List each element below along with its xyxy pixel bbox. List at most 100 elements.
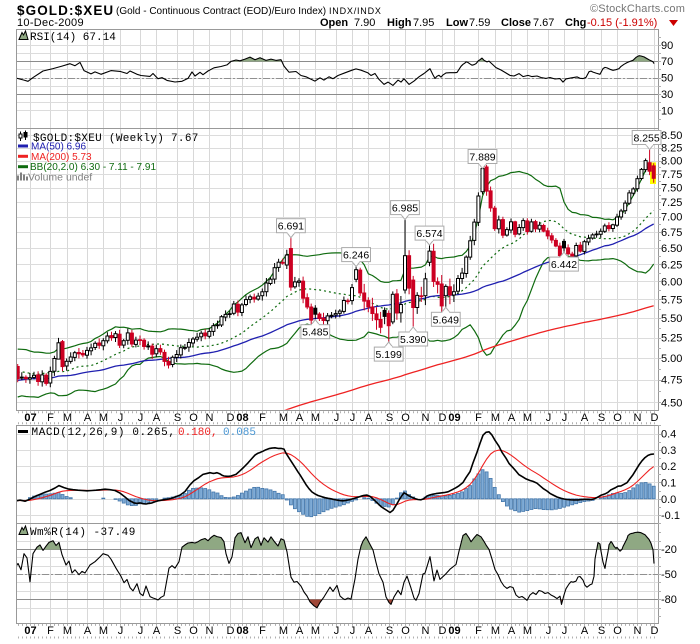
svg-text:D: D <box>651 625 659 637</box>
svg-text:A: A <box>153 412 161 424</box>
svg-text:7.90: 7.90 <box>354 17 375 29</box>
svg-text:5.485: 5.485 <box>302 327 328 339</box>
svg-text:Low: Low <box>446 17 468 29</box>
svg-text:A: A <box>508 412 516 424</box>
svg-text:A: A <box>84 412 92 424</box>
svg-text:08: 08 <box>236 412 248 424</box>
svg-text:A: A <box>296 412 304 424</box>
svg-text:D: D <box>439 412 447 424</box>
svg-text:8.255: 8.255 <box>633 133 659 145</box>
svg-text:S: S <box>598 625 605 637</box>
svg-text:30: 30 <box>661 89 673 101</box>
svg-text:F: F <box>259 625 266 637</box>
svg-text:O: O <box>613 625 622 637</box>
svg-text:7.889: 7.889 <box>469 152 495 164</box>
svg-text:N: N <box>206 625 214 637</box>
svg-text:O: O <box>401 412 410 424</box>
svg-text:09: 09 <box>448 625 460 637</box>
svg-text:M: M <box>491 412 500 424</box>
svg-text:J: J <box>546 412 552 424</box>
svg-text:A: A <box>581 412 589 424</box>
svg-text:4.75: 4.75 <box>661 375 682 387</box>
svg-text:7.75: 7.75 <box>661 169 682 181</box>
svg-text:6.691: 6.691 <box>278 221 304 233</box>
svg-text:10-Dec-2009: 10-Dec-2009 <box>17 17 84 29</box>
svg-text:A: A <box>365 625 373 637</box>
svg-text:©StockCharts.com: ©StockCharts.com <box>590 3 685 15</box>
svg-text:6.25: 6.25 <box>661 259 682 271</box>
svg-text:6.246: 6.246 <box>343 250 369 262</box>
svg-text:A: A <box>296 625 304 637</box>
svg-text:Volume undef: Volume undef <box>28 172 92 184</box>
svg-text:7.00: 7.00 <box>661 212 682 224</box>
svg-text:J: J <box>138 625 144 637</box>
svg-text:7.59: 7.59 <box>469 17 490 29</box>
svg-text:5.199: 5.199 <box>376 349 402 361</box>
svg-text:J: J <box>546 625 552 637</box>
svg-text:M: M <box>491 625 500 637</box>
svg-text:4.50: 4.50 <box>661 397 682 409</box>
svg-text:0.085: 0.085 <box>223 427 256 439</box>
svg-text:-50: -50 <box>661 569 677 581</box>
svg-text:D: D <box>651 412 659 424</box>
svg-text:J: J <box>350 412 356 424</box>
svg-text:0.1: 0.1 <box>661 478 676 490</box>
svg-text:7.25: 7.25 <box>661 197 682 209</box>
svg-text:F: F <box>259 412 266 424</box>
svg-text:M: M <box>279 625 288 637</box>
svg-text:M: M <box>99 625 108 637</box>
svg-text:0.3: 0.3 <box>661 445 676 457</box>
svg-text:7.50: 7.50 <box>661 183 682 195</box>
svg-text:F: F <box>47 412 54 424</box>
svg-text:5.00: 5.00 <box>661 353 682 365</box>
svg-text:N: N <box>634 412 642 424</box>
svg-text:Chg: Chg <box>565 17 586 29</box>
svg-text:6.00: 6.00 <box>661 277 682 289</box>
svg-text:Close: Close <box>501 17 531 29</box>
svg-text:6.985: 6.985 <box>392 203 418 215</box>
svg-text:J: J <box>118 412 124 424</box>
svg-text:N: N <box>422 625 430 637</box>
svg-text:8.50: 8.50 <box>661 130 682 142</box>
svg-text:M: M <box>99 412 108 424</box>
svg-text:J: J <box>138 412 144 424</box>
svg-text:6.50: 6.50 <box>661 243 682 255</box>
svg-text:S: S <box>386 625 393 637</box>
svg-text:(Gold - Continuous Contract (E: (Gold - Continuous Contract (EOD)/Euro I… <box>116 6 326 17</box>
svg-text:F: F <box>475 625 482 637</box>
svg-text:07: 07 <box>24 412 36 424</box>
svg-text:M: M <box>311 625 320 637</box>
svg-text:O: O <box>189 412 198 424</box>
svg-text:D: D <box>439 625 447 637</box>
svg-text:Open: Open <box>320 17 348 29</box>
svg-text:J: J <box>334 412 340 424</box>
svg-text:RSI(14) 67.14: RSI(14) 67.14 <box>30 32 116 44</box>
svg-text:J: J <box>334 625 340 637</box>
svg-text:5.390: 5.390 <box>400 334 426 346</box>
svg-text:A: A <box>153 625 161 637</box>
svg-text:N: N <box>422 412 430 424</box>
svg-text:M: M <box>63 625 72 637</box>
svg-text:A: A <box>581 625 589 637</box>
svg-text:S: S <box>174 625 181 637</box>
svg-text:J: J <box>350 625 356 637</box>
svg-text:High: High <box>387 17 412 29</box>
svg-text:$GOLD:$XEU (Weekly) 7.67: $GOLD:$XEU (Weekly) 7.67 <box>33 133 199 145</box>
svg-text:8.25: 8.25 <box>661 143 682 155</box>
svg-text:0.180,: 0.180, <box>178 427 218 439</box>
svg-text:5.50: 5.50 <box>661 313 682 325</box>
svg-text:INDX/INDX: INDX/INDX <box>329 6 382 16</box>
svg-text:M: M <box>523 625 532 637</box>
svg-text:F: F <box>47 625 54 637</box>
svg-text:08: 08 <box>236 625 248 637</box>
svg-text:-0.15 (-1.91%): -0.15 (-1.91%) <box>587 17 657 29</box>
svg-text:7.95: 7.95 <box>413 17 434 29</box>
svg-text:M: M <box>279 412 288 424</box>
svg-text:N: N <box>206 412 214 424</box>
svg-text:6.75: 6.75 <box>661 227 682 239</box>
svg-text:0.2: 0.2 <box>661 461 676 473</box>
svg-text:A: A <box>508 625 516 637</box>
svg-text:M: M <box>63 412 72 424</box>
svg-text:S: S <box>174 412 181 424</box>
svg-text:J: J <box>562 412 568 424</box>
